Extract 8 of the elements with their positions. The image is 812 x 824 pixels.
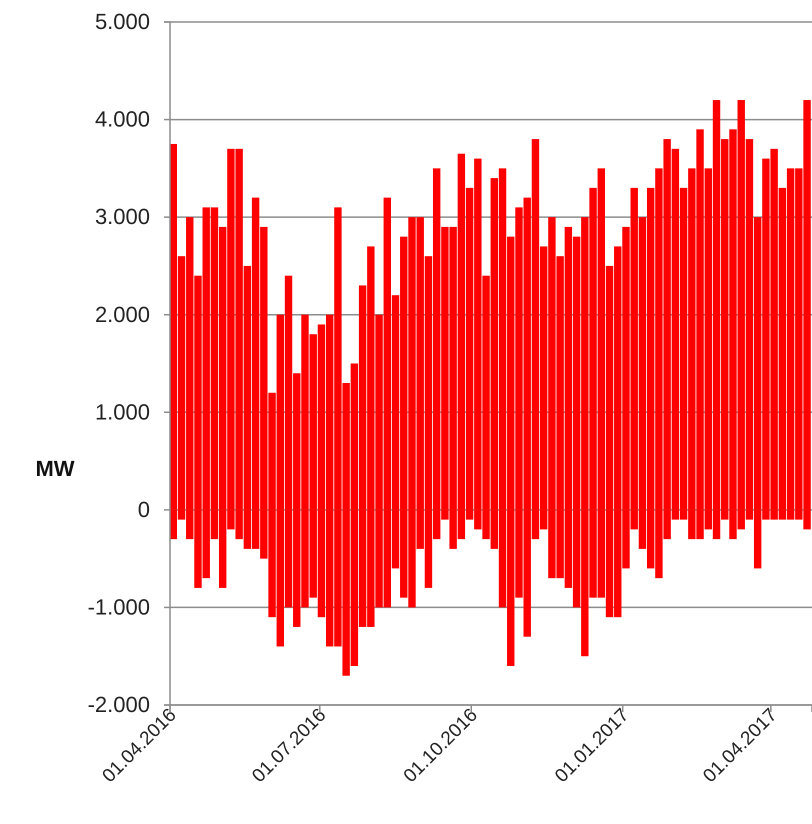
y-tick-label: 4.000 xyxy=(94,106,150,132)
y-tick-label: 0 xyxy=(138,496,150,522)
y-tick-label: 1.000 xyxy=(94,399,150,424)
y-tick-label: 5.000 xyxy=(94,9,150,34)
y-tick-label: 3.000 xyxy=(94,204,150,230)
y-tick-label: -1.000 xyxy=(88,594,150,620)
y-axis-title: MW xyxy=(35,456,75,481)
y-tick-label: 2.000 xyxy=(94,302,150,327)
